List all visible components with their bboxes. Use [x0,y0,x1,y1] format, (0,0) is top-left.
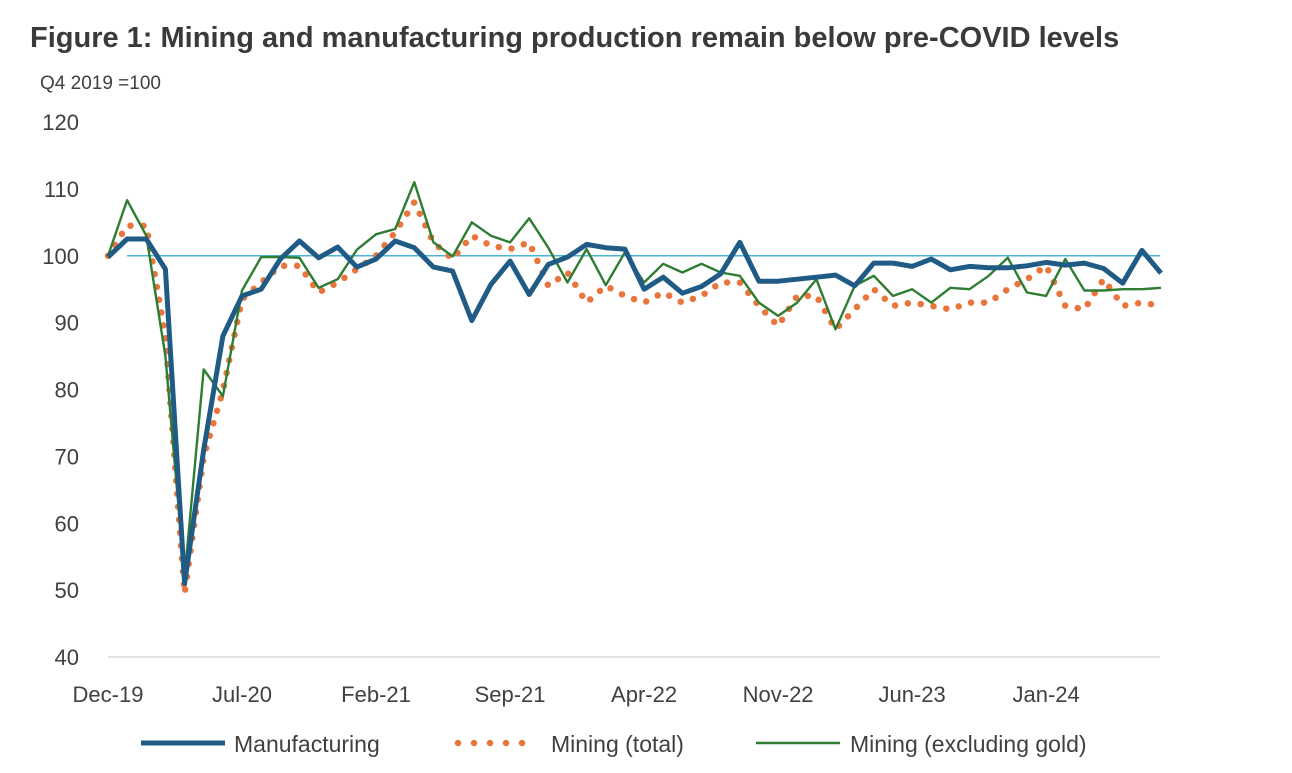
series-line-2 [106,180,1162,578]
y-tick-label: 70 [55,444,79,469]
x-tick-label: Dec-19 [73,682,144,707]
axes [108,254,1160,658]
x-tick-label: Jan-24 [1012,682,1079,707]
y-axis-unit-label: Q4 2019 =100 [40,73,161,94]
y-tick-label: 110 [44,177,79,202]
y-tick-label: 50 [55,578,79,603]
legend-label-1: Mining (total) [551,731,684,757]
y-tick-label: 120 [42,110,79,135]
x-tick-label: Apr-22 [611,682,677,707]
y-tick-label: 90 [55,311,79,336]
x-tick-label: Jun-23 [878,682,945,707]
y-tick-label: 60 [55,511,79,536]
x-tick-label: Nov-22 [743,682,814,707]
legend: Manufacturing Mining (total) Mining (exclu… [141,731,1087,757]
series-layer [104,180,1165,597]
y-tick-label: 100 [42,244,79,269]
y-axis-ticks: 40 50 60 70 80 90 100 110 120 [42,110,79,670]
series-line-1 [104,199,1165,597]
legend-label-2: Mining (excluding gold) [850,731,1087,757]
x-tick-label: Feb-21 [341,682,411,707]
legend-label-0: Manufacturing [234,731,380,757]
y-tick-label: 80 [55,378,79,403]
x-tick-label: Sep-21 [475,682,546,707]
x-axis-ticks: Dec-19 Jul-20 Feb-21 Sep-21 Apr-22 Nov-22 Jun-… [73,682,1080,707]
chart-title: Figure 1: Mining and manufacturing produ… [30,22,1120,54]
series-line-0 [106,236,1163,586]
x-tick-label: Jul-20 [212,682,272,707]
y-tick-label: 40 [55,645,79,670]
